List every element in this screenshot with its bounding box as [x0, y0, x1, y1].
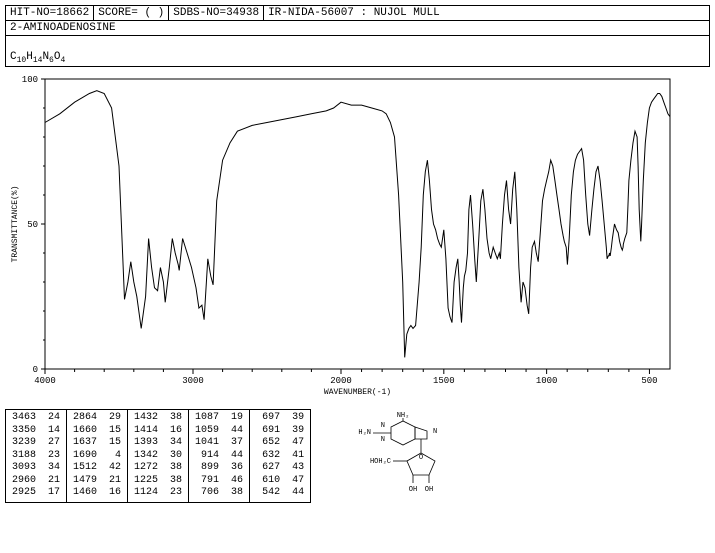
peak-row: 2864 29: [73, 412, 121, 425]
svg-text:N: N: [381, 422, 385, 430]
svg-text:2000: 2000: [330, 376, 352, 386]
peak-row: 2925 17: [12, 487, 60, 500]
svg-text:100: 100: [22, 75, 38, 85]
peak-column: 1432 381414 161393 341342 301272 381225 …: [128, 410, 189, 502]
peak-row: 1479 21: [73, 475, 121, 488]
peak-row: 1637 15: [73, 437, 121, 450]
svg-text:H₂N: H₂N: [358, 429, 371, 437]
peak-table: 3463 243350 143239 273188 233093 342960 …: [5, 409, 311, 503]
svg-text:4000: 4000: [34, 376, 56, 386]
score-label: SCORE=: [98, 7, 138, 19]
compound-name: 2-AMINOADENOSINE: [5, 21, 710, 36]
structure-svg: NH₂NNNH₂NOHOH₂COHOH: [341, 409, 471, 504]
svg-text:0: 0: [33, 365, 38, 375]
peak-row: 610 47: [256, 475, 304, 488]
hit-no-cell: HIT-NO=18662: [6, 6, 94, 20]
peak-row: 691 39: [256, 425, 304, 438]
score-cell: SCORE= ( ): [94, 6, 169, 20]
bottom-panel: 3463 243350 143239 273188 233093 342960 …: [5, 409, 710, 504]
svg-text:O: O: [419, 454, 423, 462]
peak-row: 3188 23: [12, 450, 60, 463]
peak-row: 3239 27: [12, 437, 60, 450]
svg-text:TRANSMITTANCE(%): TRANSMITTANCE(%): [11, 186, 20, 263]
structure-diagram: NH₂NNNH₂NOHOH₂COHOH: [341, 409, 471, 504]
gap-row: [5, 36, 710, 50]
peak-row: 914 44: [195, 450, 243, 463]
peak-row: 542 44: [256, 487, 304, 500]
peak-column: 1087 191059 441041 37 914 44 899 36 791 …: [189, 410, 250, 502]
ir-cell: IR-NIDA-56007 : NUJOL MULL: [264, 6, 709, 20]
peak-row: 3463 24: [12, 412, 60, 425]
peak-row: 1414 16: [134, 425, 182, 438]
svg-text:WAVENUMBER(-1): WAVENUMBER(-1): [324, 388, 391, 397]
peak-row: 1272 38: [134, 462, 182, 475]
sdbs-value: 34938: [226, 7, 259, 19]
peak-column: 2864 291660 151637 151690 41512 421479 2…: [67, 410, 128, 502]
peak-row: 899 36: [195, 462, 243, 475]
peak-row: 1432 38: [134, 412, 182, 425]
peak-row: 1124 23: [134, 487, 182, 500]
peak-row: 1059 44: [195, 425, 243, 438]
peak-row: 697 39: [256, 412, 304, 425]
sdbs-label: SDBS-NO=: [173, 7, 226, 19]
peak-row: 1342 30: [134, 450, 182, 463]
hit-no-value: 18662: [56, 7, 89, 19]
peak-column: 3463 243350 143239 273188 233093 342960 …: [6, 410, 67, 502]
peak-row: 3093 34: [12, 462, 60, 475]
peak-row: 2960 21: [12, 475, 60, 488]
svg-text:500: 500: [641, 376, 657, 386]
peak-column: 697 39 691 39 652 47 632 41 627 43 610 4…: [250, 410, 310, 502]
sdbs-cell: SDBS-NO=34938: [169, 6, 264, 20]
peak-row: 632 41: [256, 450, 304, 463]
peak-row: 652 47: [256, 437, 304, 450]
ir-spectrum-chart: 0 50 100 4000 3000 2000 1500 1000 500 WAVENUMBER(…: [5, 69, 710, 403]
hit-no-label: HIT-NO=: [10, 7, 56, 19]
chart-svg: 0 50 100 4000 3000 2000 1500 1000 500 WAVENUMBER(…: [5, 69, 685, 399]
peak-row: 3350 14: [12, 425, 60, 438]
svg-text:OH: OH: [425, 486, 433, 494]
peak-row: 627 43: [256, 462, 304, 475]
peak-row: 1393 34: [134, 437, 182, 450]
svg-text:50: 50: [27, 220, 38, 230]
peak-row: 1512 42: [73, 462, 121, 475]
svg-text:HOH₂C: HOH₂C: [370, 458, 391, 466]
svg-text:N: N: [433, 428, 437, 436]
svg-text:1000: 1000: [536, 376, 558, 386]
peak-row: 1460 16: [73, 487, 121, 500]
ir-label: IR-NIDA-56007 : NUJOL MULL: [268, 7, 440, 19]
header-bar: HIT-NO=18662 SCORE= ( ) SDBS-NO=34938 IR…: [5, 5, 710, 21]
peak-row: 1225 38: [134, 475, 182, 488]
formula: C10H14N6O4: [5, 50, 710, 67]
score-value: ( ): [138, 7, 164, 19]
svg-text:N: N: [381, 436, 385, 444]
peak-row: 1087 19: [195, 412, 243, 425]
peak-row: 791 46: [195, 475, 243, 488]
peak-row: 1041 37: [195, 437, 243, 450]
svg-text:1500: 1500: [433, 376, 455, 386]
peak-row: 1690 4: [73, 450, 121, 463]
peak-row: 1660 15: [73, 425, 121, 438]
svg-text:3000: 3000: [182, 376, 204, 386]
peak-row: 706 38: [195, 487, 243, 500]
svg-text:OH: OH: [409, 486, 417, 494]
